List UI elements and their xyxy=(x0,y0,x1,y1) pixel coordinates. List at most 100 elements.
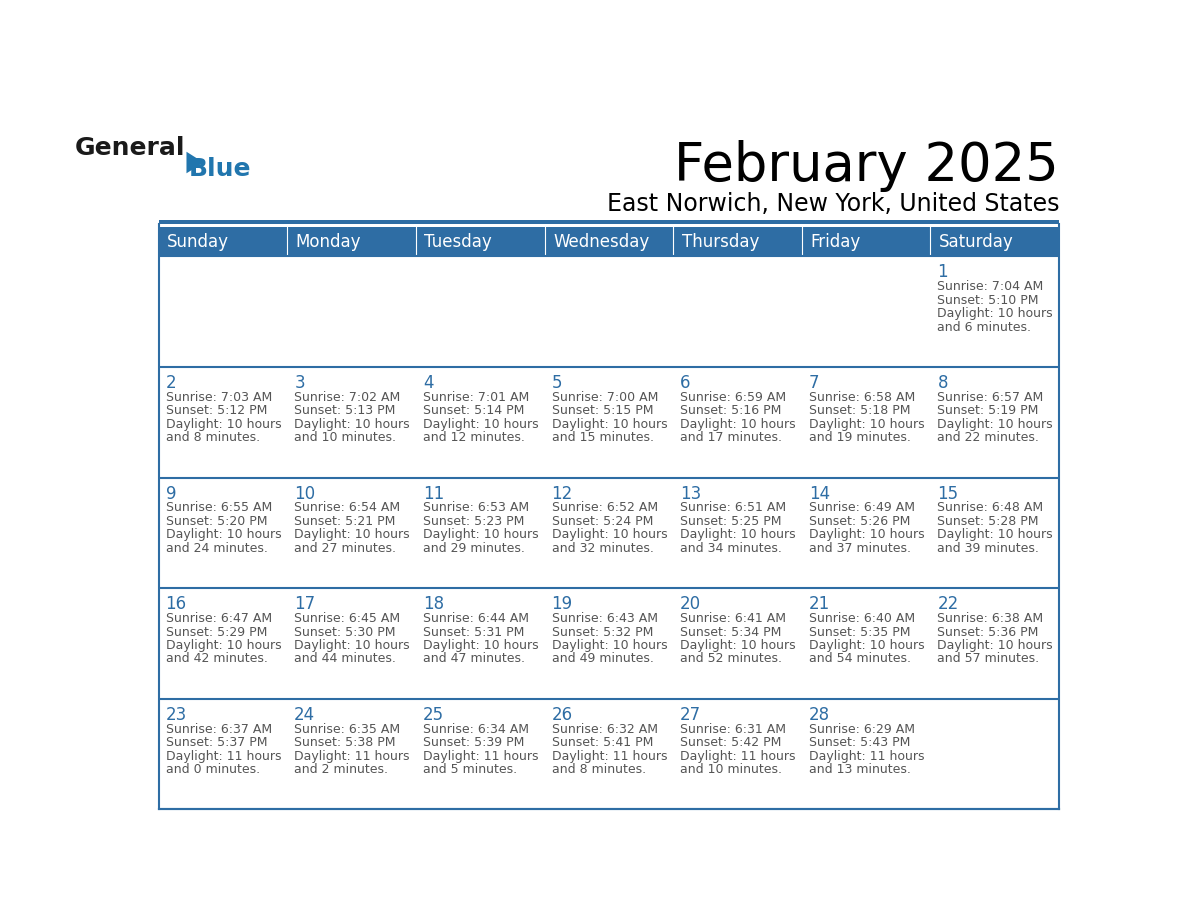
Text: Wednesday: Wednesday xyxy=(554,233,650,251)
Text: Daylight: 10 hours: Daylight: 10 hours xyxy=(681,639,796,652)
Text: Tuesday: Tuesday xyxy=(424,233,492,251)
Text: and 10 minutes.: and 10 minutes. xyxy=(295,431,397,444)
Text: Daylight: 10 hours: Daylight: 10 hours xyxy=(681,529,796,542)
Text: 11: 11 xyxy=(423,485,444,502)
Text: and 32 minutes.: and 32 minutes. xyxy=(551,542,653,554)
Text: Sunrise: 6:31 AM: Sunrise: 6:31 AM xyxy=(681,722,786,735)
Text: Sunset: 5:23 PM: Sunset: 5:23 PM xyxy=(423,515,524,528)
Text: Daylight: 10 hours: Daylight: 10 hours xyxy=(937,529,1053,542)
Text: 7: 7 xyxy=(809,374,820,392)
Text: Sunrise: 7:01 AM: Sunrise: 7:01 AM xyxy=(423,391,529,404)
Text: and 24 minutes.: and 24 minutes. xyxy=(165,542,267,554)
Text: and 19 minutes.: and 19 minutes. xyxy=(809,431,911,444)
Text: Daylight: 10 hours: Daylight: 10 hours xyxy=(165,529,282,542)
Text: and 0 minutes.: and 0 minutes. xyxy=(165,763,260,776)
Text: 4: 4 xyxy=(423,374,434,392)
Text: and 12 minutes.: and 12 minutes. xyxy=(423,431,525,444)
Text: Sunset: 5:19 PM: Sunset: 5:19 PM xyxy=(937,404,1038,418)
Bar xyxy=(158,220,1060,224)
Bar xyxy=(802,588,930,699)
Text: Sunrise: 6:43 AM: Sunrise: 6:43 AM xyxy=(551,612,657,625)
Text: Daylight: 10 hours: Daylight: 10 hours xyxy=(937,639,1053,652)
Text: 23: 23 xyxy=(165,706,187,723)
Text: Daylight: 11 hours: Daylight: 11 hours xyxy=(423,750,538,763)
Bar xyxy=(802,699,930,810)
Bar xyxy=(544,477,674,588)
Text: and 37 minutes.: and 37 minutes. xyxy=(809,542,911,554)
Bar xyxy=(802,256,930,367)
Bar xyxy=(930,227,1060,256)
Bar xyxy=(930,256,1060,367)
Text: and 34 minutes.: and 34 minutes. xyxy=(681,542,782,554)
Text: 13: 13 xyxy=(681,485,701,502)
Text: 19: 19 xyxy=(551,595,573,613)
Text: Sunset: 5:38 PM: Sunset: 5:38 PM xyxy=(295,736,396,749)
Bar xyxy=(674,227,802,256)
Text: 16: 16 xyxy=(165,595,187,613)
Text: Sunrise: 7:04 AM: Sunrise: 7:04 AM xyxy=(937,280,1044,294)
Text: Sunrise: 6:37 AM: Sunrise: 6:37 AM xyxy=(165,722,272,735)
Text: Sunday: Sunday xyxy=(168,233,229,251)
Bar xyxy=(287,477,416,588)
Text: Daylight: 10 hours: Daylight: 10 hours xyxy=(423,418,538,431)
Text: Sunset: 5:36 PM: Sunset: 5:36 PM xyxy=(937,625,1038,639)
Text: Daylight: 11 hours: Daylight: 11 hours xyxy=(551,750,666,763)
Text: Sunset: 5:16 PM: Sunset: 5:16 PM xyxy=(681,404,782,418)
Text: Sunset: 5:20 PM: Sunset: 5:20 PM xyxy=(165,515,267,528)
Text: Sunset: 5:37 PM: Sunset: 5:37 PM xyxy=(165,736,267,749)
Text: Daylight: 10 hours: Daylight: 10 hours xyxy=(551,418,668,431)
Text: 1: 1 xyxy=(937,263,948,282)
Text: and 22 minutes.: and 22 minutes. xyxy=(937,431,1040,444)
Text: Sunrise: 6:51 AM: Sunrise: 6:51 AM xyxy=(681,501,786,514)
Text: 14: 14 xyxy=(809,485,830,502)
Text: and 52 minutes.: and 52 minutes. xyxy=(681,653,782,666)
Bar xyxy=(158,367,287,477)
Polygon shape xyxy=(187,151,203,174)
Text: and 29 minutes.: and 29 minutes. xyxy=(423,542,525,554)
Bar xyxy=(930,367,1060,477)
Bar xyxy=(930,588,1060,699)
Bar xyxy=(287,588,416,699)
Text: Monday: Monday xyxy=(296,233,361,251)
Bar xyxy=(158,588,287,699)
Text: 15: 15 xyxy=(937,485,959,502)
Bar xyxy=(674,256,802,367)
Text: Daylight: 10 hours: Daylight: 10 hours xyxy=(295,639,410,652)
Text: Sunset: 5:24 PM: Sunset: 5:24 PM xyxy=(551,515,653,528)
Text: Sunset: 5:41 PM: Sunset: 5:41 PM xyxy=(551,736,653,749)
Text: Blue: Blue xyxy=(189,157,252,181)
Text: 18: 18 xyxy=(423,595,444,613)
Text: Friday: Friday xyxy=(810,233,860,251)
Text: 2: 2 xyxy=(165,374,176,392)
Text: Daylight: 11 hours: Daylight: 11 hours xyxy=(809,750,924,763)
Text: Sunrise: 6:47 AM: Sunrise: 6:47 AM xyxy=(165,612,272,625)
Text: and 54 minutes.: and 54 minutes. xyxy=(809,653,911,666)
Text: Sunrise: 6:52 AM: Sunrise: 6:52 AM xyxy=(551,501,658,514)
Text: 10: 10 xyxy=(295,485,315,502)
Bar xyxy=(287,256,416,367)
Text: and 10 minutes.: and 10 minutes. xyxy=(681,763,782,776)
Text: and 6 minutes.: and 6 minutes. xyxy=(937,320,1031,334)
Text: Sunset: 5:39 PM: Sunset: 5:39 PM xyxy=(423,736,524,749)
Bar xyxy=(416,588,544,699)
Text: Daylight: 10 hours: Daylight: 10 hours xyxy=(551,529,668,542)
Bar xyxy=(674,477,802,588)
Text: Daylight: 11 hours: Daylight: 11 hours xyxy=(295,750,410,763)
Bar xyxy=(802,367,930,477)
Bar xyxy=(930,477,1060,588)
Text: and 44 minutes.: and 44 minutes. xyxy=(295,653,396,666)
Text: 5: 5 xyxy=(551,374,562,392)
Text: Sunrise: 6:34 AM: Sunrise: 6:34 AM xyxy=(423,722,529,735)
Text: Sunrise: 6:29 AM: Sunrise: 6:29 AM xyxy=(809,722,915,735)
Bar xyxy=(416,256,544,367)
Text: 6: 6 xyxy=(681,374,690,392)
Text: and 15 minutes.: and 15 minutes. xyxy=(551,431,653,444)
Text: Sunset: 5:26 PM: Sunset: 5:26 PM xyxy=(809,515,910,528)
Bar xyxy=(802,227,930,256)
Text: Sunrise: 6:35 AM: Sunrise: 6:35 AM xyxy=(295,722,400,735)
Bar xyxy=(287,227,416,256)
Text: Sunrise: 6:48 AM: Sunrise: 6:48 AM xyxy=(937,501,1043,514)
Bar xyxy=(158,477,287,588)
Text: Sunset: 5:13 PM: Sunset: 5:13 PM xyxy=(295,404,396,418)
Bar xyxy=(416,477,544,588)
